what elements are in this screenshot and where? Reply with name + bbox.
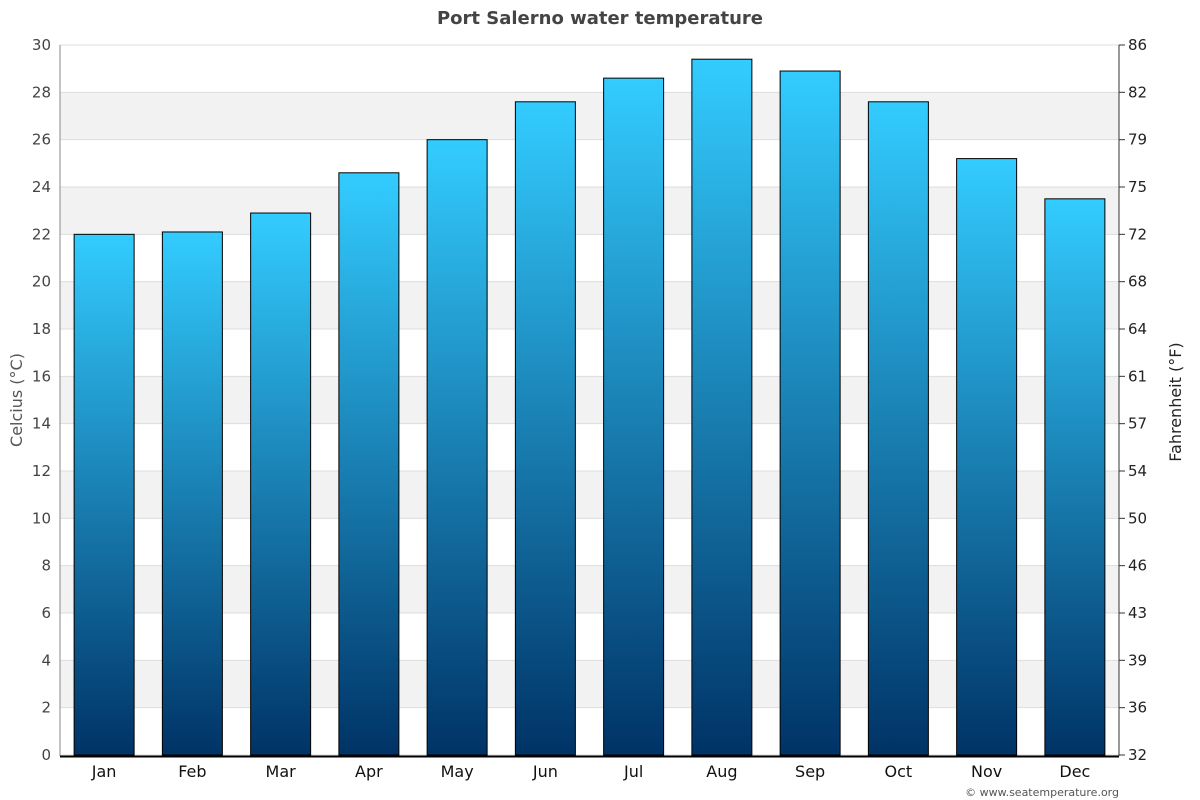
y2-tick-label: 57 xyxy=(1128,415,1147,433)
y2-tick-label: 32 xyxy=(1128,746,1147,764)
y2-tick-label: 50 xyxy=(1128,509,1147,527)
bar-dec xyxy=(1044,198,1106,756)
grid-band xyxy=(60,281,1119,329)
grid-band xyxy=(60,187,1119,235)
chart-title: Port Salerno water temperature xyxy=(437,8,763,29)
x-tick-label: Jul xyxy=(623,762,643,781)
y2-tick-label: 64 xyxy=(1128,320,1147,338)
y2-tick-label: 36 xyxy=(1128,699,1147,717)
bar-jun xyxy=(514,101,576,756)
y2-tick-label: 86 xyxy=(1128,36,1147,54)
grid-bands xyxy=(60,92,1119,708)
grid-band xyxy=(60,92,1119,140)
bars xyxy=(73,58,1106,756)
bar-mar xyxy=(250,212,312,756)
bar-may xyxy=(426,139,488,756)
y-tick-label: 14 xyxy=(32,415,51,433)
x-tick-label: May xyxy=(441,762,474,781)
y2-axis-ticks: 32 36 39 43 46 50 54 57 61 64 68 72 75 79 82 86 xyxy=(1119,36,1147,764)
grid-band xyxy=(60,660,1119,708)
y2-tick-label: 46 xyxy=(1128,557,1147,575)
y-tick-label: 28 xyxy=(32,83,51,101)
bar-feb xyxy=(161,231,223,756)
x-tick-label: Oct xyxy=(885,762,913,781)
x-tick-label: Apr xyxy=(355,762,383,781)
bar-jan xyxy=(73,233,135,756)
y2-axis-label: Fahrenheit (°F) xyxy=(1166,342,1185,461)
x-tick-label: Jun xyxy=(532,762,558,781)
y-tick-label: 6 xyxy=(41,604,51,622)
y-tick-label: 22 xyxy=(32,225,51,243)
y-tick-label: 12 xyxy=(32,462,51,480)
y-tick-label: 26 xyxy=(32,131,51,149)
x-tick-label: Jan xyxy=(91,762,117,781)
y-tick-label: 2 xyxy=(41,699,51,717)
x-tick-label: Mar xyxy=(266,762,297,781)
bar-nov xyxy=(956,158,1018,756)
y2-tick-label: 79 xyxy=(1128,131,1147,149)
x-tick-label: Feb xyxy=(178,762,206,781)
x-tick-label: Sep xyxy=(795,762,825,781)
bar-jul xyxy=(603,77,665,756)
y-tick-label: 30 xyxy=(32,36,51,54)
y-tick-label: 24 xyxy=(32,178,51,196)
y-tick-label: 18 xyxy=(32,320,51,338)
grid-band xyxy=(60,376,1119,424)
y-tick-label: 0 xyxy=(41,746,51,764)
y-tick-label: 4 xyxy=(41,651,51,669)
x-tick-label: Aug xyxy=(706,762,737,781)
x-tick-label: Nov xyxy=(971,762,1002,781)
y-tick-label: 8 xyxy=(41,557,51,575)
x-axis-ticks: Jan Feb Mar Apr May Jun Jul Aug Sep Oct Nov Dec xyxy=(91,762,1091,781)
y2-tick-label: 54 xyxy=(1128,462,1147,480)
y2-tick-label: 43 xyxy=(1128,604,1147,622)
bar-oct xyxy=(867,101,929,756)
bar-apr xyxy=(338,172,400,756)
credit: © www.seatemperature.org xyxy=(965,786,1119,799)
y2-tick-label: 68 xyxy=(1128,273,1147,291)
y2-tick-label: 39 xyxy=(1128,651,1147,669)
grid-band xyxy=(60,471,1119,519)
bar-sep xyxy=(779,70,841,756)
bar-aug xyxy=(691,58,753,756)
y2-tick-label: 72 xyxy=(1128,225,1147,243)
y2-tick-label: 82 xyxy=(1128,83,1147,101)
y-tick-label: 10 xyxy=(32,509,51,527)
grid-lines xyxy=(60,44,1119,756)
y2-tick-label: 75 xyxy=(1128,178,1147,196)
x-tick-label: Dec xyxy=(1059,762,1090,781)
grid-band xyxy=(60,565,1119,613)
y2-tick-label: 61 xyxy=(1128,367,1147,385)
y-tick-label: 20 xyxy=(32,273,51,291)
y-axis-label: Celcius (°C) xyxy=(7,353,26,447)
y-tick-label: 16 xyxy=(32,367,51,385)
